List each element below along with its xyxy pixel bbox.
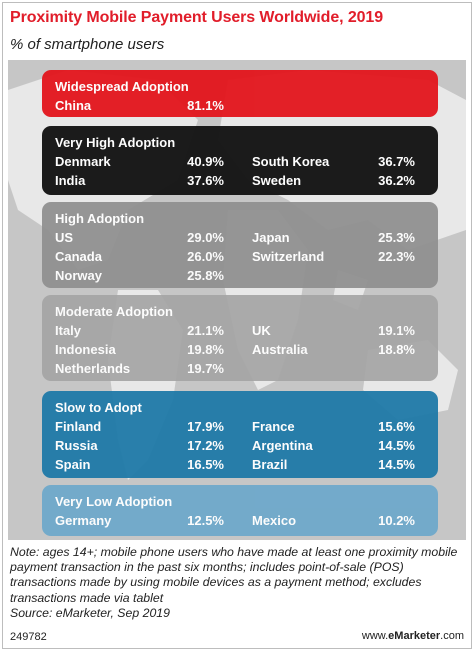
country-label: Mexico: [252, 513, 297, 528]
country-value: 17.9%: [187, 419, 224, 434]
brand-suffix: .com: [440, 630, 464, 642]
country-value: 21.1%: [187, 323, 224, 338]
country-label: Netherlands: [55, 361, 131, 376]
country-label: Canada: [55, 249, 102, 264]
adoption-group-title: Slow to Adopt: [55, 400, 142, 415]
country-value: 29.0%: [187, 230, 224, 245]
country-value: 36.7%: [378, 154, 415, 169]
country-label: South Korea: [252, 154, 330, 169]
country-value: 19.8%: [187, 342, 224, 357]
adoption-group-panel: Moderate Adoption Italy 21.1% UK 19.1% Indone…: [42, 295, 438, 381]
country-value: 36.2%: [378, 173, 415, 188]
country-label: China: [55, 98, 92, 113]
notes-block: Note: ages 14+; mobile phone users who h…: [10, 545, 465, 621]
country-value: 40.9%: [187, 154, 224, 169]
adoption-group-title: Widespread Adoption: [55, 79, 189, 94]
country-label: Brazil: [252, 457, 288, 472]
country-label: Japan: [252, 230, 290, 245]
country-value: 12.5%: [187, 513, 224, 528]
adoption-group-panel: Slow to Adopt Finland 17.9% France 15.6% Russ…: [42, 391, 438, 478]
country-label: US: [55, 230, 74, 245]
country-value: 19.7%: [187, 361, 224, 376]
country-value: 37.6%: [187, 173, 224, 188]
country-value: 19.1%: [378, 323, 415, 338]
country-label: France: [252, 419, 295, 434]
country-label: Norway: [55, 268, 102, 283]
country-label: Italy: [55, 323, 82, 338]
chart-subtitle: % of smartphone users: [10, 36, 165, 53]
adoption-group-title: Very Low Adoption: [55, 494, 173, 509]
adoption-group-panel: Very High Adoption Denmark 40.9% South Kore…: [42, 126, 438, 195]
country-value: 81.1%: [187, 98, 224, 113]
country-label: Finland: [55, 419, 102, 434]
country-label: Sweden: [252, 173, 302, 188]
country-label: UK: [252, 323, 271, 338]
country-value: 14.5%: [378, 438, 415, 453]
country-value: 18.8%: [378, 342, 415, 357]
footnote: Note: ages 14+; mobile phone users who h…: [10, 545, 458, 605]
adoption-group-panel: Very Low Adoption Germany 12.5% Mexico 10.2%: [42, 485, 438, 536]
country-value: 17.2%: [187, 438, 224, 453]
country-value: 10.2%: [378, 513, 415, 528]
country-label: Indonesia: [55, 342, 116, 357]
country-label: India: [55, 173, 86, 188]
adoption-group-title: High Adoption: [55, 211, 145, 226]
country-label: Switzerland: [252, 249, 325, 264]
country-value: 16.5%: [187, 457, 224, 472]
country-label: Russia: [55, 438, 98, 453]
country-label: Denmark: [55, 154, 111, 169]
country-value: 14.5%: [378, 457, 415, 472]
adoption-group-title: Moderate Adoption: [55, 304, 173, 319]
country-label: Australia: [252, 342, 308, 357]
brand-url[interactable]: www.eMarketer.com: [362, 630, 464, 642]
country-value: 25.3%: [378, 230, 415, 245]
country-label: Germany: [55, 513, 112, 528]
country-label: Argentina: [252, 438, 313, 453]
brand-prefix: www.: [361, 630, 389, 642]
source-line: Source: eMarketer, Sep 2019: [10, 605, 170, 620]
adoption-group-panel: High Adoption US 29.0% Japan 25.3% Canada 26.0…: [42, 202, 438, 288]
chart-title: Proximity Mobile Payment Users Worldwide…: [10, 9, 384, 26]
country-value: 15.6%: [378, 419, 415, 434]
adoption-group-panel: Widespread Adoption China 81.1%: [42, 70, 438, 117]
country-label: Spain: [55, 457, 91, 472]
country-value: 26.0%: [187, 249, 224, 264]
country-value: 25.8%: [187, 268, 224, 283]
adoption-group-title: Very High Adoption: [55, 135, 176, 150]
country-value: 22.3%: [378, 249, 415, 264]
chart-id: 249782: [10, 631, 47, 643]
brand-name: eMarketer: [388, 630, 441, 642]
